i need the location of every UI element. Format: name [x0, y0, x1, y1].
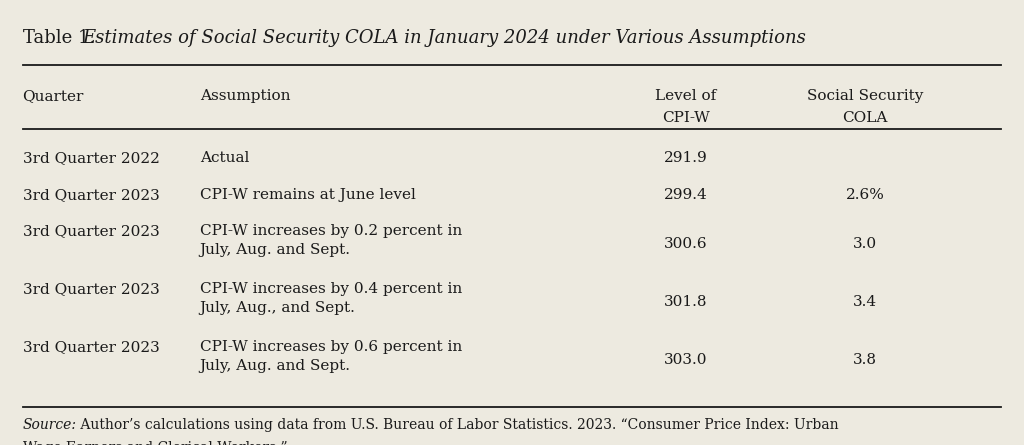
Text: CPI-W increases by 0.2 percent in
July, Aug. and Sept.: CPI-W increases by 0.2 percent in July, … — [200, 224, 462, 257]
Text: 3rd Quarter 2023: 3rd Quarter 2023 — [23, 224, 160, 238]
Text: CPI-W: CPI-W — [663, 111, 710, 125]
Text: Quarter: Quarter — [23, 89, 84, 103]
Text: Estimates of Social Security COLA in January 2024 under Various Assumptions: Estimates of Social Security COLA in Jan… — [82, 29, 806, 47]
Text: 300.6: 300.6 — [665, 237, 708, 251]
Text: 3rd Quarter 2023: 3rd Quarter 2023 — [23, 340, 160, 354]
Text: 3.4: 3.4 — [853, 295, 878, 309]
Text: Wage Earners and Clerical Workers.”: Wage Earners and Clerical Workers.” — [23, 441, 287, 445]
Text: 291.9: 291.9 — [665, 151, 708, 165]
Text: CPI-W increases by 0.4 percent in
July, Aug., and Sept.: CPI-W increases by 0.4 percent in July, … — [200, 282, 462, 315]
Text: Actual: Actual — [200, 151, 249, 165]
Text: CPI-W remains at June level: CPI-W remains at June level — [200, 188, 416, 202]
Text: Assumption: Assumption — [200, 89, 290, 103]
Text: 3rd Quarter 2022: 3rd Quarter 2022 — [23, 151, 160, 165]
Text: 3rd Quarter 2023: 3rd Quarter 2023 — [23, 282, 160, 296]
Text: Author’s calculations using data from U.S. Bureau of Labor Statistics. 2023. “Co: Author’s calculations using data from U.… — [76, 418, 839, 432]
Text: 303.0: 303.0 — [665, 353, 708, 367]
Text: 2.6%: 2.6% — [846, 188, 885, 202]
Text: 3.8: 3.8 — [853, 353, 878, 367]
Text: COLA: COLA — [843, 111, 888, 125]
Text: Level of: Level of — [655, 89, 717, 103]
Text: 301.8: 301.8 — [665, 295, 708, 309]
Text: 3.0: 3.0 — [853, 237, 878, 251]
Text: Social Security: Social Security — [807, 89, 924, 103]
Text: 3rd Quarter 2023: 3rd Quarter 2023 — [23, 188, 160, 202]
Text: Table 1.: Table 1. — [23, 29, 100, 47]
Text: Source:: Source: — [23, 418, 77, 432]
Text: CPI-W increases by 0.6 percent in
July, Aug. and Sept.: CPI-W increases by 0.6 percent in July, … — [200, 340, 462, 373]
Text: 299.4: 299.4 — [665, 188, 708, 202]
